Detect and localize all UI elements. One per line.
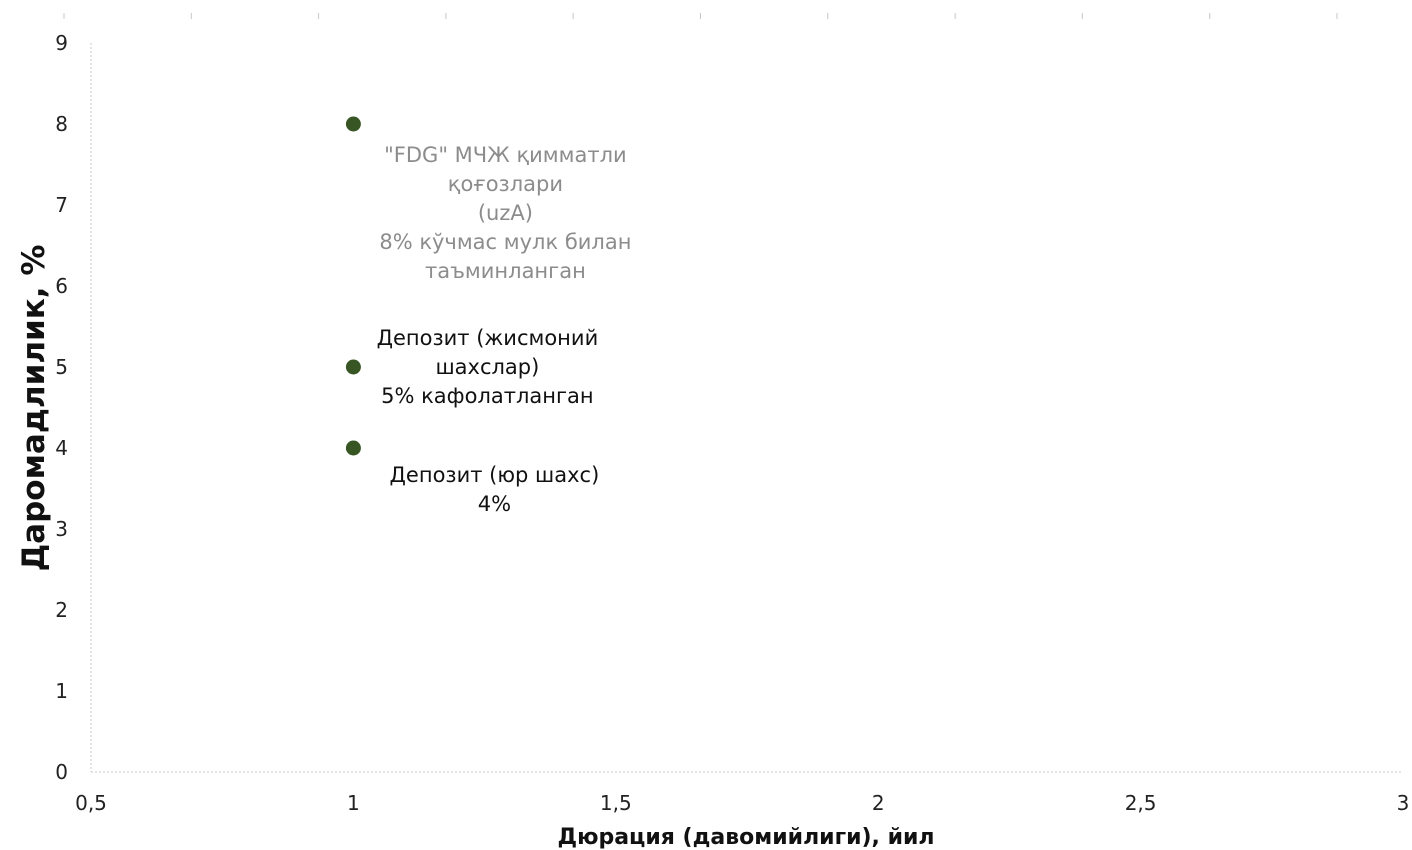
top-axis-ticks (63, 13, 1338, 19)
data-label: қоғозлари (448, 172, 563, 196)
data-label: шахслар) (435, 355, 539, 379)
data-labels: "FDG" МЧЖ қимматли қоғозлари (uzA) 8% кўчма… (377, 143, 632, 516)
y-axis-title: Даромадлилик, % (16, 245, 52, 572)
x-tick-label: 3 (1397, 791, 1410, 815)
data-label: (uzA) (478, 201, 533, 225)
y-tick-label: 3 (55, 517, 68, 541)
y-tick-label: 7 (55, 193, 68, 217)
data-point (345, 116, 361, 132)
data-point (345, 440, 361, 456)
data-point (345, 359, 361, 375)
x-tick-label: 1 (347, 791, 360, 815)
y-tick-label: 8 (55, 112, 68, 136)
data-label: Депозит (жисмоний (377, 326, 599, 350)
data-points (345, 116, 361, 456)
data-label: 8% кўчмас мулк билан (379, 230, 631, 254)
data-label: 4% (478, 492, 511, 516)
y-tick-label: 1 (55, 679, 68, 703)
x-tick-label: 1,5 (600, 791, 632, 815)
y-tick-label: 4 (55, 436, 68, 460)
y-tick-labels: 0 1 2 3 4 5 6 7 8 9 (55, 31, 68, 784)
y-tick-label: 6 (55, 274, 68, 298)
data-label: "FDG" МЧЖ қимматли (384, 143, 627, 167)
x-tick-label: 2 (872, 791, 885, 815)
x-tick-label: 0,5 (75, 791, 107, 815)
y-tick-label: 0 (55, 760, 68, 784)
data-label: таъминланган (425, 259, 586, 283)
data-label: 5% кафолатланган (381, 384, 594, 408)
y-tick-label: 2 (55, 598, 68, 622)
x-axis-title: Дюрация (давомийлиги), йил (557, 825, 934, 850)
y-tick-label: 5 (55, 355, 68, 379)
x-tick-labels: 0,5 1 1,5 2 2,5 3 (75, 791, 1409, 815)
data-label: Депозит (юр шахс) (390, 463, 600, 487)
y-tick-label: 9 (55, 31, 68, 55)
x-tick-label: 2,5 (1125, 791, 1157, 815)
